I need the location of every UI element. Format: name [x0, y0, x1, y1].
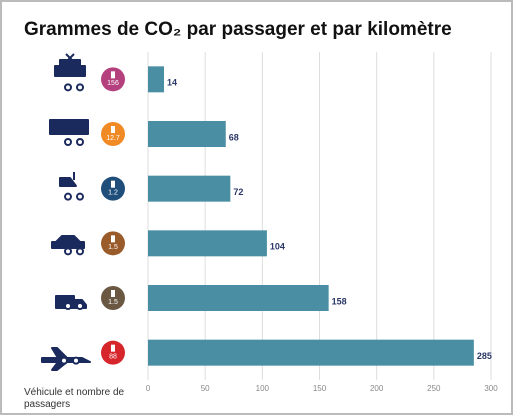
bar: [148, 66, 165, 93]
x-tick-label: 0: [146, 384, 151, 393]
value-label: 158: [332, 296, 347, 306]
passenger-icon: [111, 290, 115, 297]
passenger-badge: [101, 231, 125, 256]
passenger-icon: [111, 126, 115, 133]
passenger-count: 1.2: [108, 190, 118, 197]
passenger-badge: [101, 340, 125, 365]
wheel: [76, 192, 84, 201]
wheel: [76, 138, 84, 146]
wheel: [76, 83, 84, 92]
wheel: [64, 247, 72, 256]
bar: [148, 339, 474, 366]
passenger-icon: [111, 235, 115, 243]
bar: [148, 230, 267, 257]
chart-title: Grammes de CO₂ par passager et par kilom…: [24, 19, 452, 40]
wheel: [76, 302, 84, 310]
x-tick-label: 250: [427, 384, 441, 393]
wheel: [72, 356, 80, 365]
wheel: [64, 192, 72, 201]
value-label: 14: [167, 78, 177, 88]
axis-note: Véhicule et nombre de passagers: [24, 387, 125, 410]
x-tick-label: 200: [370, 384, 384, 393]
passenger-count: 88: [109, 354, 117, 361]
bar: [148, 175, 231, 202]
x-tick-label: 50: [201, 384, 210, 393]
passenger-icon: [111, 180, 115, 188]
passenger-badge: [101, 122, 125, 146]
value-label: 104: [270, 242, 285, 252]
wheel: [64, 302, 72, 310]
value-label: 285: [477, 351, 492, 361]
x-tick-label: 100: [256, 384, 270, 393]
x-tick-label: 150: [313, 384, 327, 393]
vehicle-icon: [51, 235, 85, 249]
passenger-count: 1.5: [108, 299, 118, 306]
passenger-icon: [111, 71, 115, 79]
passenger-badge: [101, 286, 125, 310]
bar: [148, 285, 329, 311]
vehicle-icon: [59, 172, 77, 187]
vehicle-icon: [49, 119, 89, 135]
x-tick-label: 300: [484, 384, 498, 393]
bar: [148, 121, 226, 147]
passenger-icon: [111, 344, 115, 352]
wheel: [76, 247, 84, 256]
passenger-badge: [101, 176, 125, 201]
vehicle-icon: [54, 53, 86, 77]
passenger-badge: [101, 67, 125, 92]
value-label: 68: [229, 132, 239, 142]
value-label: 72: [233, 187, 243, 197]
passenger-count: 156: [107, 80, 119, 87]
wheel: [60, 356, 68, 365]
passenger-count: 12.7: [106, 135, 120, 142]
wheel: [64, 138, 72, 146]
wheel: [64, 83, 72, 92]
passenger-count: 1.5: [108, 244, 118, 251]
